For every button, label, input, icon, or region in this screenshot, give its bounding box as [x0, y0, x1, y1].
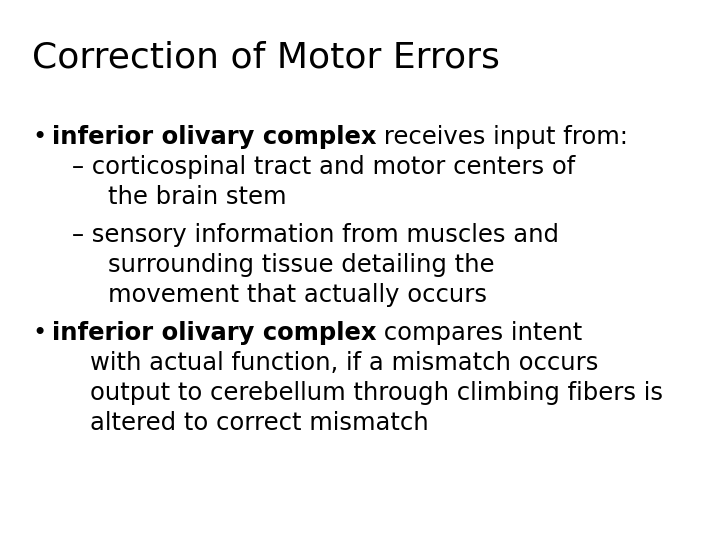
Text: •: •	[32, 125, 46, 149]
Text: output to cerebellum through climbing fibers is: output to cerebellum through climbing fi…	[90, 381, 663, 405]
Text: compares intent: compares intent	[377, 321, 582, 345]
Text: – sensory information from muscles and: – sensory information from muscles and	[72, 223, 559, 247]
Text: the brain stem: the brain stem	[108, 185, 287, 209]
Text: receives input from:: receives input from:	[377, 125, 629, 149]
Text: with actual function, if a mismatch occurs: with actual function, if a mismatch occu…	[90, 351, 598, 375]
Text: altered to correct mismatch: altered to correct mismatch	[90, 411, 428, 435]
Text: surrounding tissue detailing the: surrounding tissue detailing the	[108, 253, 495, 277]
Text: inferior olivary complex: inferior olivary complex	[52, 321, 377, 345]
Text: movement that actually occurs: movement that actually occurs	[108, 283, 487, 307]
Text: Correction of Motor Errors: Correction of Motor Errors	[32, 40, 500, 74]
Text: – corticospinal tract and motor centers of: – corticospinal tract and motor centers …	[72, 155, 575, 179]
Text: inferior olivary complex: inferior olivary complex	[52, 125, 377, 149]
Text: •: •	[32, 321, 46, 345]
